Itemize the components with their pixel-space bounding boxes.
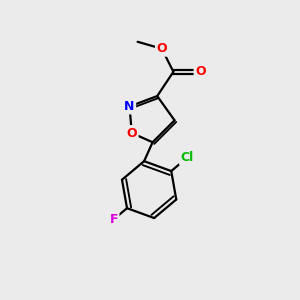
Text: O: O [157, 42, 167, 55]
Text: F: F [110, 213, 118, 226]
Text: O: O [127, 127, 137, 140]
Text: O: O [195, 65, 206, 78]
Text: Cl: Cl [181, 151, 194, 164]
Text: N: N [124, 100, 135, 113]
